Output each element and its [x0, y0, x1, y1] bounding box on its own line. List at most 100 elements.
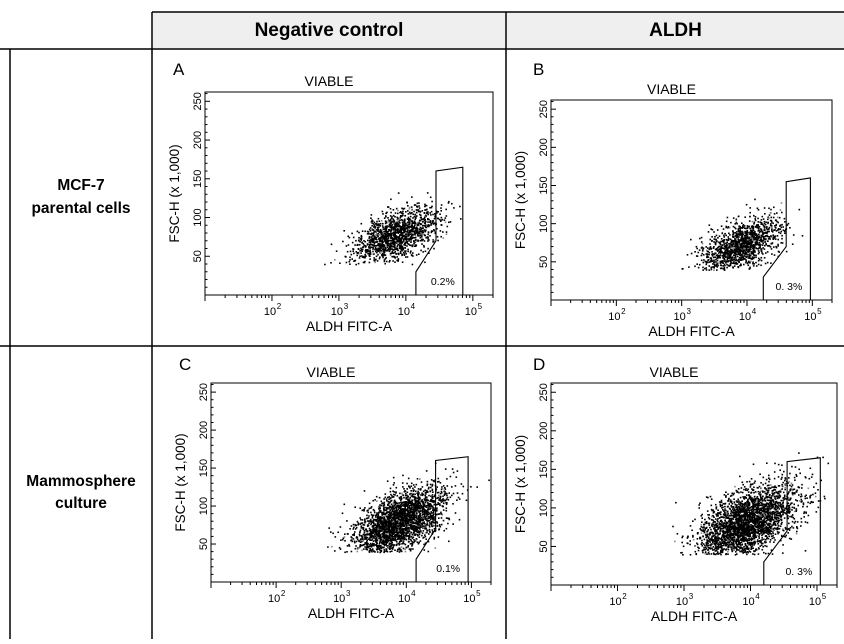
data-point — [415, 503, 417, 505]
data-point — [748, 226, 750, 228]
data-point — [440, 230, 442, 232]
data-point — [359, 244, 361, 246]
data-point — [431, 207, 433, 209]
data-point — [376, 237, 378, 239]
data-point — [359, 255, 361, 257]
data-point — [723, 235, 725, 237]
data-point — [749, 250, 751, 252]
data-point — [359, 257, 361, 259]
data-point — [431, 512, 433, 514]
data-point — [370, 524, 372, 526]
data-point — [385, 230, 387, 232]
data-point — [739, 226, 741, 228]
data-point — [432, 519, 434, 521]
data-point — [353, 528, 355, 530]
data-point — [780, 242, 782, 244]
data-point — [415, 539, 417, 541]
data-point — [360, 252, 362, 254]
data-point — [403, 548, 405, 550]
data-point — [430, 220, 432, 222]
data-point — [429, 520, 431, 522]
data-point — [360, 519, 362, 521]
data-point — [392, 246, 394, 248]
data-point — [437, 240, 439, 242]
data-point — [713, 231, 715, 233]
data-point — [422, 210, 424, 212]
row-label-mcf7: MCF-7 parental cells — [11, 50, 151, 345]
data-point — [445, 209, 447, 211]
data-point — [788, 223, 790, 225]
data-point — [382, 227, 384, 229]
data-point — [373, 523, 375, 525]
data-point — [396, 249, 398, 251]
data-point — [382, 213, 384, 215]
data-point — [740, 234, 742, 236]
data-point — [388, 220, 390, 222]
data-point — [384, 259, 386, 261]
data-point — [728, 247, 730, 249]
data-point — [390, 545, 392, 547]
data-point — [712, 229, 714, 231]
plot-frame — [205, 92, 493, 295]
data-point — [382, 235, 384, 237]
data-point — [361, 223, 363, 225]
data-point — [776, 230, 778, 232]
data-point — [728, 233, 730, 235]
data-point — [755, 238, 757, 240]
data-point — [432, 509, 434, 511]
data-point — [413, 226, 415, 228]
data-point — [419, 521, 421, 523]
data-point — [446, 231, 448, 233]
data-point — [749, 268, 751, 270]
data-point — [392, 506, 394, 508]
data-point — [421, 234, 423, 236]
data-point — [405, 230, 407, 232]
data-point — [433, 229, 435, 231]
data-point — [751, 230, 753, 232]
data-point — [724, 233, 726, 235]
data-point — [394, 242, 396, 244]
data-point — [428, 239, 430, 241]
data-point — [393, 235, 395, 237]
data-point — [421, 218, 423, 220]
data-point — [422, 225, 424, 227]
data-point — [758, 230, 760, 232]
data-point — [393, 244, 395, 246]
data-point — [340, 526, 342, 528]
data-point — [411, 206, 413, 208]
data-point — [708, 254, 710, 256]
data-point — [777, 244, 779, 246]
data-point — [398, 259, 400, 261]
data-point — [424, 522, 426, 524]
data-point — [401, 250, 403, 252]
data-point — [396, 515, 398, 517]
data-point — [398, 236, 400, 238]
data-point — [389, 535, 391, 537]
data-point — [404, 513, 406, 515]
data-point — [377, 254, 379, 256]
data-point — [711, 258, 713, 260]
data-point — [701, 255, 703, 257]
data-point — [403, 239, 405, 241]
data-point — [394, 544, 396, 546]
data-point — [738, 260, 740, 262]
data-point — [396, 256, 398, 258]
data-point — [413, 539, 415, 541]
data-point — [406, 245, 408, 247]
data-point — [408, 235, 410, 237]
data-point — [364, 231, 366, 233]
data-point — [460, 218, 462, 220]
data-point — [744, 243, 746, 245]
data-point — [732, 251, 734, 253]
data-point — [445, 502, 447, 504]
data-point — [720, 262, 722, 264]
data-point — [711, 240, 713, 242]
data-point — [422, 218, 424, 220]
data-point — [371, 545, 373, 547]
data-point — [408, 240, 410, 242]
data-point — [384, 217, 386, 219]
data-point — [743, 227, 745, 229]
data-point — [378, 218, 380, 220]
